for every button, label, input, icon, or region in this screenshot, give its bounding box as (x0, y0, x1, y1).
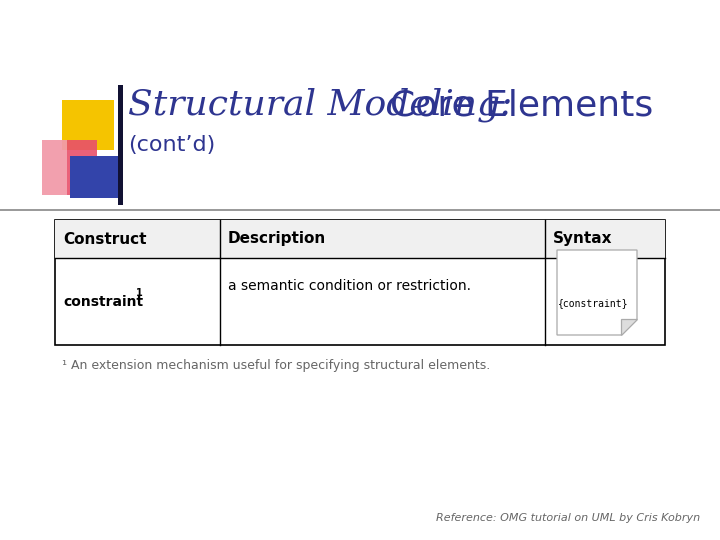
Polygon shape (557, 250, 637, 335)
Text: a semantic condition or restriction.: a semantic condition or restriction. (228, 280, 471, 294)
Text: Construct: Construct (63, 232, 146, 246)
Text: Reference: OMG tutorial on UML by Cris Kobryn: Reference: OMG tutorial on UML by Cris K… (436, 513, 700, 523)
Bar (42, 140, 97, 195)
Text: constraint: constraint (63, 294, 143, 308)
Text: Structural Modeling:: Structural Modeling: (128, 87, 523, 122)
Bar (70, 156, 120, 198)
Text: ¹ An extension mechanism useful for specifying structural elements.: ¹ An extension mechanism useful for spec… (62, 359, 490, 372)
Bar (118, 85, 123, 205)
Text: Core Elements: Core Elements (390, 88, 653, 122)
Text: (cont’d): (cont’d) (128, 135, 215, 155)
Text: 1: 1 (136, 288, 143, 299)
Bar (55, 220, 665, 345)
Polygon shape (621, 319, 637, 335)
Bar (55, 220, 665, 258)
Text: Syntax: Syntax (553, 232, 613, 246)
Bar (42, 140, 67, 195)
Bar (62, 100, 114, 150)
Text: Description: Description (228, 232, 326, 246)
Text: {constraint}: {constraint} (558, 298, 629, 308)
